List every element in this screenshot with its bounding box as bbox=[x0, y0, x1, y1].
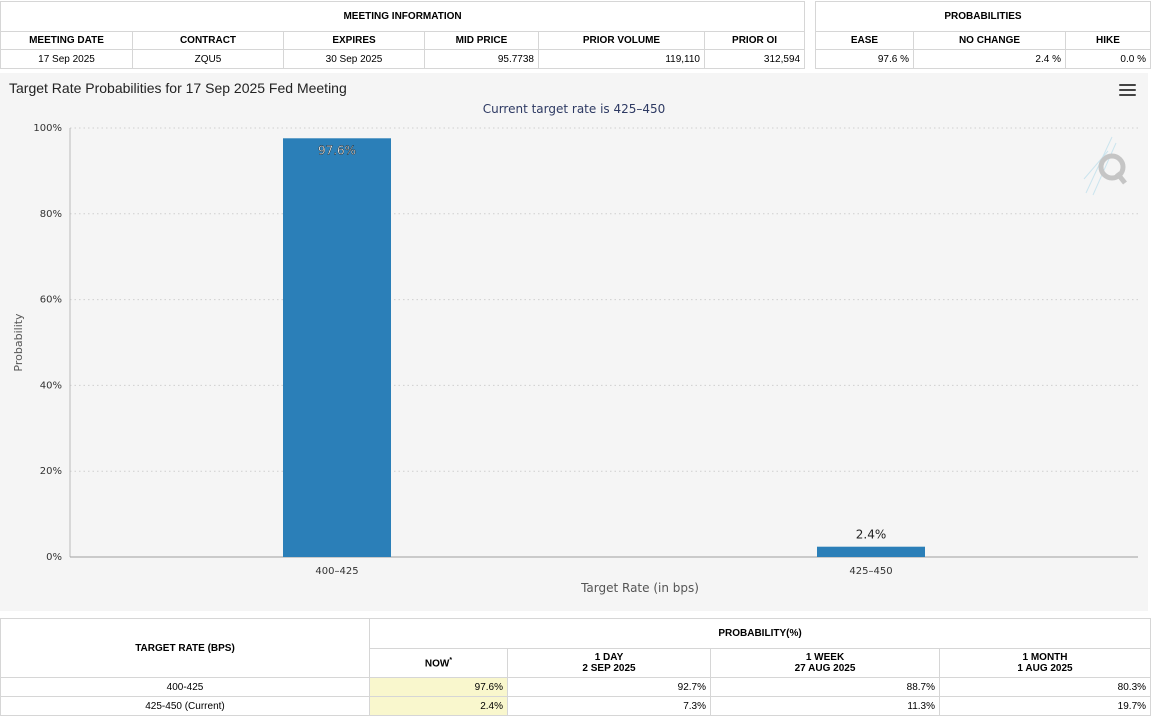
one-week-cell: 88.7% bbox=[710, 677, 940, 697]
hike-header: HIKE bbox=[1065, 31, 1151, 50]
target-rate-table: TARGET RATE (BPS) PROBABILITY(%) NOW* 1 … bbox=[0, 618, 1152, 716]
chart-title: Target Rate Probabilities for 17 Sep 202… bbox=[9, 80, 347, 96]
no-change-header: NO CHANGE bbox=[913, 31, 1066, 50]
now-header: NOW* bbox=[369, 648, 508, 678]
chart-menu-button[interactable] bbox=[1119, 84, 1136, 98]
bar bbox=[283, 138, 391, 557]
one-month-cell: 19.7% bbox=[938, 696, 1152, 716]
meeting-information-heading: MEETING INFORMATION bbox=[0, 1, 806, 32]
table-row: 400-425 97.6% 92.7% 88.7% 80.3% bbox=[0, 677, 1152, 697]
contract-header: CONTRACT bbox=[132, 31, 284, 50]
one-month-cell: 80.3% bbox=[938, 677, 1152, 697]
mid-price-value: 95.7738 bbox=[424, 49, 539, 69]
hike-value: 0.0 % bbox=[1065, 49, 1151, 69]
one-week-cell: 11.3% bbox=[710, 696, 940, 716]
prior-oi-header: PRIOR OI bbox=[703, 31, 806, 50]
expires-header: EXPIRES bbox=[283, 31, 425, 50]
one-day-header: 1 DAY 2 SEP 2025 bbox=[507, 648, 711, 678]
probabilities-heading: PROBABILITIES bbox=[815, 1, 1151, 32]
chart-panel: 0% 20% 40% 60% 80% 100% 97.6% 400–425 2.4% 425–45… bbox=[0, 73, 1148, 611]
y-tick-label: 60% bbox=[40, 295, 62, 306]
menu-icon bbox=[1119, 84, 1136, 86]
y-tick-label: 0% bbox=[46, 552, 62, 563]
meeting-information-table: MEETING INFORMATION MEETING DATE CONTRAC… bbox=[0, 1, 806, 69]
prior-oi-value: 312,594 bbox=[703, 49, 806, 69]
y-tick-label: 80% bbox=[40, 209, 62, 220]
one-day-cell: 7.3% bbox=[507, 696, 711, 716]
data-label: 97.6% bbox=[318, 143, 356, 157]
expires-value: 30 Sep 2025 bbox=[283, 49, 425, 69]
rate-cell: 425-450 (Current) bbox=[0, 696, 370, 716]
chart-subtitle: Current target rate is 425–450 bbox=[482, 102, 666, 116]
one-day-cell: 92.7% bbox=[507, 677, 711, 697]
meeting-date-value: 17 Sep 2025 bbox=[0, 49, 133, 69]
table-row: 97.6 % 2.4 % 0.0 % bbox=[815, 49, 1151, 69]
x-axis-title: Target Rate (in bps) bbox=[580, 581, 699, 595]
prior-volume-header: PRIOR VOLUME bbox=[538, 31, 705, 50]
y-axis-title: Probability bbox=[12, 313, 25, 372]
y-tick-label: 100% bbox=[33, 123, 62, 134]
probability-heading: PROBABILITY(%) bbox=[368, 618, 1152, 649]
data-label: 2.4% bbox=[856, 528, 887, 542]
x-tick-label: 425–450 bbox=[849, 566, 892, 577]
bar bbox=[817, 546, 925, 557]
bar-chart: 0% 20% 40% 60% 80% 100% 97.6% 400–425 2.4% 425–45… bbox=[12, 123, 1138, 595]
x-tick-label: 400–425 bbox=[315, 566, 358, 577]
now-cell: 97.6% bbox=[369, 677, 508, 697]
ease-value: 97.6 % bbox=[815, 49, 914, 69]
table-row: 425-450 (Current) 2.4% 7.3% 11.3% 19.7% bbox=[0, 696, 1152, 716]
meeting-date-header: MEETING DATE bbox=[0, 31, 133, 50]
rate-cell: 400-425 bbox=[0, 677, 370, 697]
y-tick-label: 20% bbox=[40, 466, 62, 477]
probabilities-table: PROBABILITIES EASE NO CHANGE HIKE 97.6 %… bbox=[815, 1, 1151, 69]
watermark-logo-icon bbox=[1083, 136, 1127, 196]
mid-price-header: MID PRICE bbox=[424, 31, 539, 50]
now-cell: 2.4% bbox=[369, 696, 508, 716]
prior-volume-value: 119,110 bbox=[538, 49, 705, 69]
ease-header: EASE bbox=[815, 31, 914, 50]
one-week-header: 1 WEEK 27 AUG 2025 bbox=[710, 648, 940, 678]
y-tick-label: 40% bbox=[40, 380, 62, 391]
contract-value: ZQU5 bbox=[132, 49, 284, 69]
table-row: 17 Sep 2025 ZQU5 30 Sep 2025 95.7738 119… bbox=[0, 49, 806, 69]
no-change-value: 2.4 % bbox=[913, 49, 1066, 69]
target-rate-header: TARGET RATE (BPS) bbox=[0, 618, 370, 678]
one-month-header: 1 MONTH 1 AUG 2025 bbox=[938, 648, 1152, 678]
